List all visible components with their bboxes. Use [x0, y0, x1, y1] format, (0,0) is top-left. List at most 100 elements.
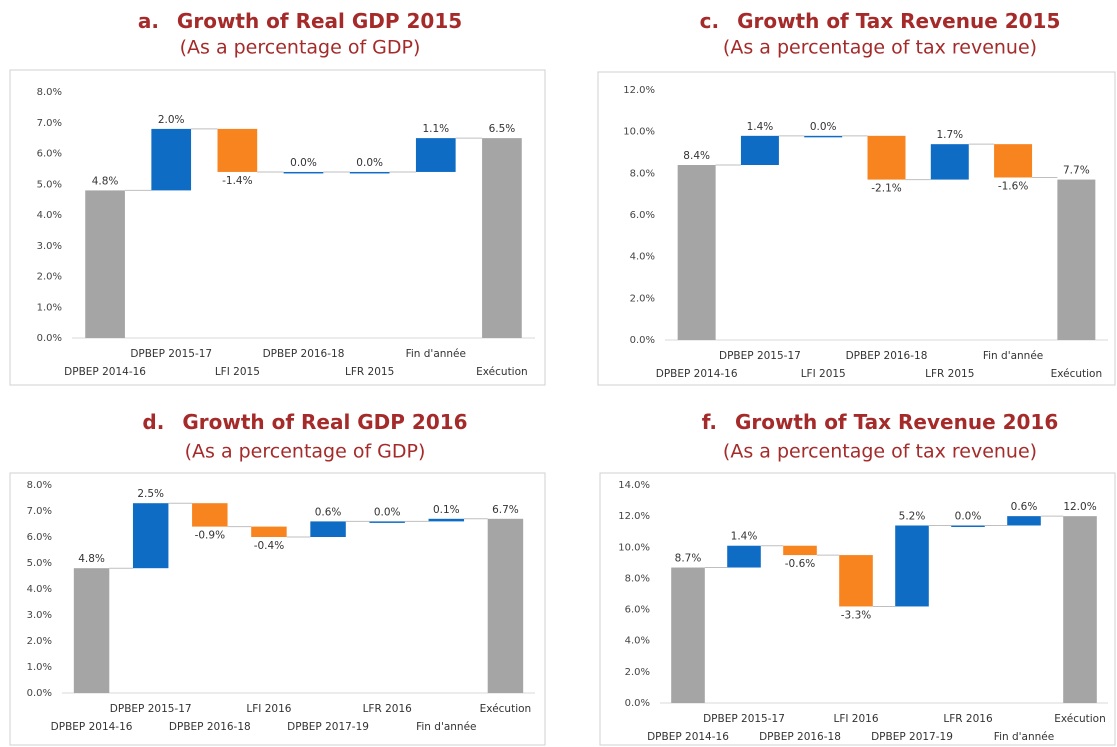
bar — [482, 138, 522, 338]
y-tick-label: 5.0% — [37, 179, 62, 190]
y-tick-label: 0.0% — [37, 333, 62, 344]
chart-frame — [9, 472, 546, 746]
x-tick-label: DPBEP 2015-17 — [719, 350, 801, 362]
bar — [73, 568, 110, 693]
bar — [671, 567, 705, 703]
x-tick-label: DPBEP 2014-16 — [64, 366, 146, 378]
x-tick-label: LFI 2015 — [801, 368, 846, 380]
y-tick-label: 0.0% — [630, 335, 655, 346]
y-tick-label: 14.0% — [618, 480, 650, 491]
x-tick-label: DPBEP 2015-17 — [130, 348, 212, 360]
x-tick-label: LFR 2015 — [345, 366, 394, 378]
data-label: 0.0% — [290, 157, 317, 169]
x-tick-label: LFR 2016 — [363, 703, 413, 715]
panel-label: a. — [138, 9, 159, 33]
y-tick-label: 3.0% — [37, 241, 62, 252]
y-tick-label: 4.0% — [37, 210, 62, 221]
data-label: 1.4% — [747, 121, 774, 133]
bar — [804, 135, 843, 138]
x-tick-label: LFI 2016 — [833, 713, 878, 725]
data-label: 2.5% — [137, 488, 164, 500]
x-tick-label: DPBEP 2016-18 — [846, 350, 928, 362]
bar — [415, 138, 456, 172]
data-label: 12.0% — [1063, 501, 1096, 513]
y-tick-label: 4.0% — [27, 584, 52, 595]
bar — [1063, 516, 1097, 703]
x-tick-label: LFI 2015 — [215, 366, 260, 378]
data-label: 0.1% — [433, 504, 460, 516]
bar — [839, 555, 873, 607]
bar — [349, 171, 390, 174]
y-tick-label: 0.0% — [27, 688, 52, 699]
y-tick-label: 8.0% — [37, 87, 62, 98]
x-tick-label: LFR 2015 — [925, 368, 974, 380]
x-tick-label: DPBEP 2016-18 — [263, 348, 345, 360]
title-text: Growth of Tax Revenue 2015 — [737, 9, 1060, 33]
y-tick-label: 6.0% — [27, 532, 52, 543]
bar — [310, 521, 346, 537]
bar — [132, 503, 169, 569]
data-label: 0.0% — [955, 510, 982, 522]
title-text: Growth of Tax Revenue 2016 — [735, 410, 1058, 434]
x-tick-label: Exécution — [480, 703, 532, 715]
bar — [428, 518, 465, 522]
data-label: -0.6% — [785, 558, 815, 570]
chart-title: f. Growth of Tax Revenue 2016 — [702, 410, 1059, 434]
y-tick-label: 8.0% — [27, 480, 52, 491]
panel-label: f. — [702, 410, 717, 434]
bar — [895, 525, 929, 607]
data-label: -0.9% — [195, 530, 225, 542]
x-tick-label: Fin d'année — [994, 731, 1054, 743]
data-label: 1.1% — [422, 123, 449, 135]
x-tick-label: Exécution — [1054, 713, 1106, 725]
panel-label: d. — [142, 410, 164, 434]
y-tick-label: 1.0% — [37, 302, 62, 313]
chart-subtitle: (As a percentage of tax revenue) — [723, 441, 1037, 463]
data-label: 2.0% — [158, 114, 185, 126]
data-label: -0.4% — [254, 540, 284, 552]
y-tick-label: 8.0% — [630, 168, 655, 179]
data-label: -2.1% — [871, 183, 901, 195]
data-label: 1.4% — [731, 531, 758, 543]
chart-subtitle: (As a percentage of GDP) — [185, 441, 426, 463]
bar — [369, 521, 405, 523]
data-label: -3.3% — [841, 609, 871, 621]
x-tick-label: DPBEP 2014-16 — [656, 368, 738, 380]
y-tick-label: 4.0% — [630, 252, 655, 263]
y-tick-label: 2.0% — [37, 272, 62, 283]
x-tick-label: DPBEP 2014-16 — [51, 721, 133, 733]
bar — [1007, 516, 1041, 526]
data-label: 0.0% — [374, 506, 401, 518]
chart-subtitle: (As a percentage of tax revenue) — [723, 37, 1037, 59]
bar — [85, 190, 125, 338]
x-tick-label: DPBEP 2016-18 — [169, 721, 251, 733]
bar — [1057, 179, 1096, 340]
bar — [217, 128, 258, 172]
data-label: 1.7% — [936, 129, 963, 141]
bar — [251, 526, 287, 537]
y-tick-label: 10.0% — [618, 542, 650, 553]
x-tick-label: Exécution — [1051, 368, 1103, 380]
bar — [283, 171, 324, 174]
y-tick-label: 10.0% — [623, 127, 655, 138]
y-tick-label: 2.0% — [630, 293, 655, 304]
y-tick-label: 2.0% — [27, 636, 52, 647]
data-label: 0.6% — [1011, 501, 1038, 513]
title-text: Growth of Real GDP 2015 — [177, 9, 462, 33]
x-tick-label: Fin d'année — [983, 350, 1043, 362]
data-label: 6.7% — [492, 504, 519, 516]
bar — [783, 545, 817, 556]
y-tick-label: 3.0% — [27, 610, 52, 621]
x-tick-label: LFI 2016 — [246, 703, 291, 715]
bar — [192, 503, 228, 527]
y-tick-label: 6.0% — [37, 149, 62, 160]
y-tick-label: 7.0% — [37, 118, 62, 129]
y-tick-label: 2.0% — [625, 667, 650, 678]
data-label: 8.7% — [675, 553, 702, 565]
y-tick-label: 6.0% — [625, 605, 650, 616]
bar — [930, 144, 969, 180]
data-label: 5.2% — [899, 510, 926, 522]
chart-title: d. Growth of Real GDP 2016 — [142, 410, 467, 434]
chart-frame — [597, 71, 1116, 386]
